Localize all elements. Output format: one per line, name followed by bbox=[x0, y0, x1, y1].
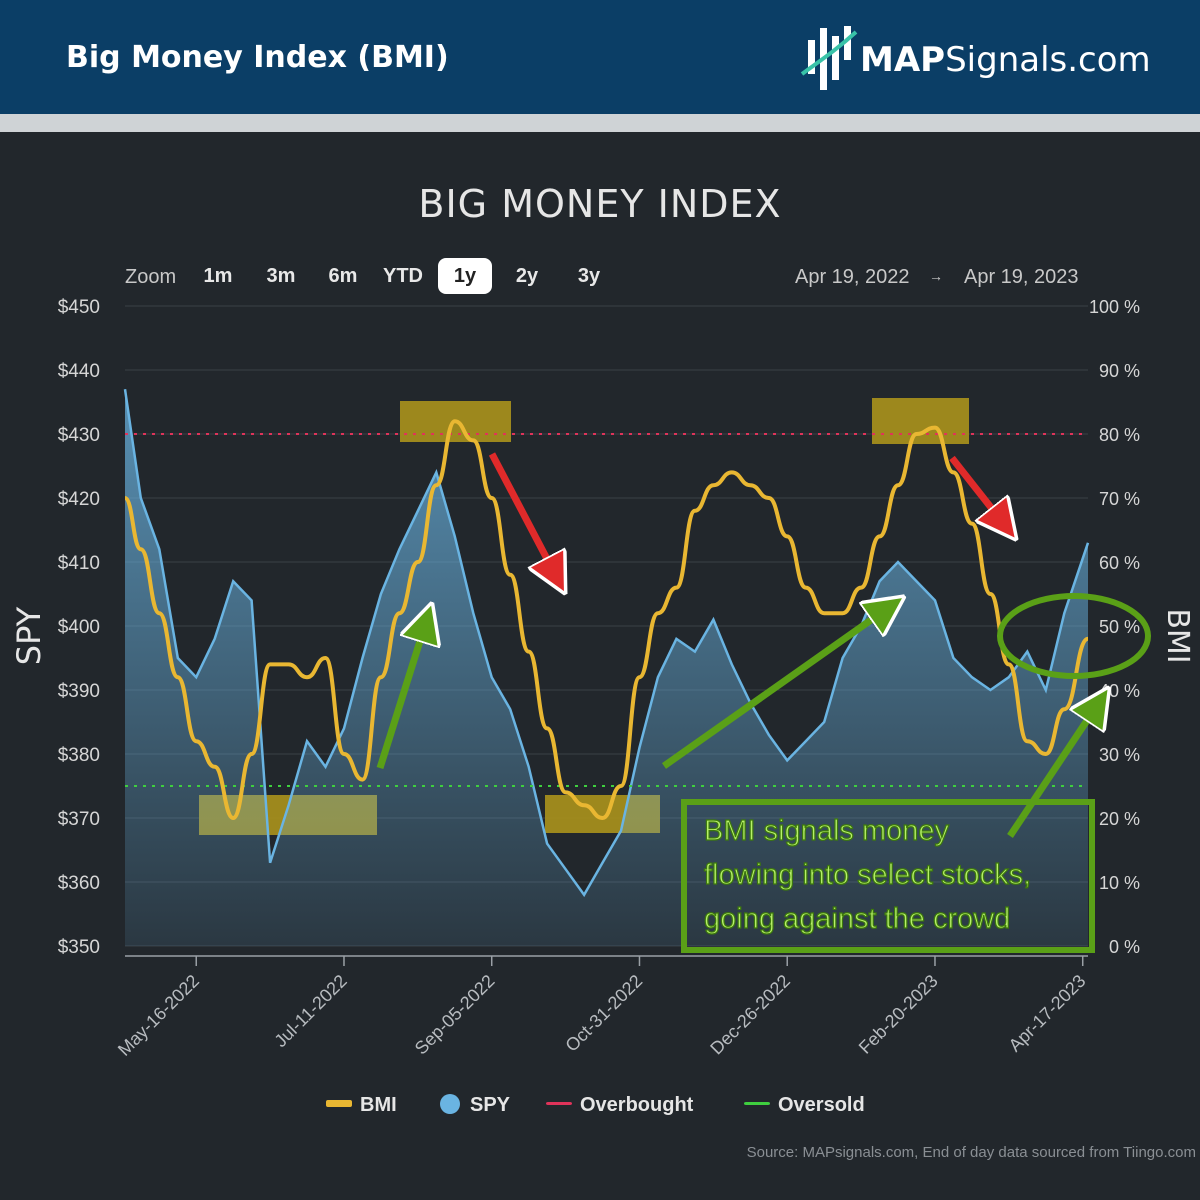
logo-bars-icon bbox=[800, 26, 858, 90]
x-tick-label: Sep-05-2022 bbox=[411, 971, 499, 1059]
bmi-line bbox=[123, 419, 1090, 820]
zoom-2y-button[interactable]: 2y bbox=[515, 265, 539, 287]
right-tick-label: 40 % bbox=[1099, 681, 1140, 701]
legend-item-oversold[interactable]: Oversold bbox=[744, 1094, 865, 1116]
legend-item-bmi[interactable]: BMI bbox=[326, 1094, 397, 1116]
left-tick-label: $450 bbox=[58, 297, 100, 318]
x-tick-label: Oct-31-2022 bbox=[561, 971, 646, 1056]
left-axis-title: SPY bbox=[10, 606, 48, 665]
mapsignals-logo: MAPSignals.com bbox=[800, 22, 1151, 98]
legend-label: Oversold bbox=[778, 1094, 865, 1116]
left-tick-label: $440 bbox=[58, 361, 100, 382]
source-note: Source: MAPsignals.com, End of day data … bbox=[746, 1144, 1196, 1161]
zoom-1m-button[interactable]: 1m bbox=[203, 265, 233, 287]
up-arrow-icon bbox=[1007, 704, 1098, 838]
x-tick-label: May-16-2022 bbox=[114, 971, 203, 1060]
up-arrow-icon bbox=[376, 622, 426, 770]
left-tick-label: $390 bbox=[58, 681, 100, 702]
x-tick-label: Dec-26-2022 bbox=[706, 971, 794, 1059]
legend-marker bbox=[546, 1102, 572, 1105]
up-arrow-icon bbox=[661, 608, 888, 769]
left-tick-label: $350 bbox=[58, 937, 100, 958]
right-tick-label: 20 % bbox=[1099, 809, 1140, 829]
legend-marker bbox=[440, 1094, 460, 1114]
x-tick-label: Feb-20-2023 bbox=[855, 971, 942, 1058]
legend-label: Overbought bbox=[580, 1094, 694, 1116]
legend-label: SPY bbox=[470, 1094, 511, 1116]
legend-item-spy[interactable]: SPY bbox=[440, 1094, 511, 1116]
left-tick-label: $380 bbox=[58, 745, 100, 766]
annotation-box bbox=[681, 799, 1095, 953]
right-tick-label: 90 % bbox=[1099, 361, 1140, 381]
left-tick-label: $410 bbox=[58, 553, 100, 574]
right-tick-label: 30 % bbox=[1099, 745, 1140, 765]
annotation-text: flowing into select stocks, bbox=[704, 859, 1031, 891]
legend-item-overbought[interactable]: Overbought bbox=[546, 1094, 694, 1116]
right-tick-label: 50 % bbox=[1099, 617, 1140, 637]
page-title: Big Money Index (BMI) bbox=[66, 40, 449, 75]
legend-marker bbox=[326, 1100, 352, 1107]
legend: BMI SPY Overbought Oversold bbox=[326, 1094, 865, 1116]
left-tick-label: $420 bbox=[58, 489, 100, 510]
down-arrow-icon bbox=[488, 452, 556, 576]
logo-wordmark: MAPSignals.com bbox=[860, 40, 1151, 80]
x-tick-label: Jul-11-2022 bbox=[270, 971, 350, 1051]
x-tick-label: Apr-17-2023 bbox=[1005, 971, 1090, 1056]
spy-line bbox=[123, 389, 1090, 898]
right-tick-label: 0 % bbox=[1109, 937, 1140, 957]
separator-band bbox=[0, 114, 1200, 132]
legend-marker bbox=[744, 1102, 770, 1105]
zoom-1y-button[interactable]: 1y bbox=[438, 258, 492, 294]
right-tick-label: 60 % bbox=[1099, 553, 1140, 573]
annotation-overlays: BMI signals money flowing into select sto… bbox=[376, 452, 1151, 953]
chart-title: BIG MONEY INDEX bbox=[418, 182, 782, 226]
chart-panel bbox=[0, 132, 1200, 1200]
right-tick-label: 100 % bbox=[1089, 297, 1140, 317]
zoom-label: Zoom bbox=[125, 266, 177, 288]
highlight-ellipse bbox=[997, 593, 1151, 679]
left-tick-label: $400 bbox=[58, 617, 100, 638]
left-tick-label: $360 bbox=[58, 873, 100, 894]
zoom-3y-button[interactable]: 3y bbox=[577, 265, 601, 287]
left-tick-label: $430 bbox=[58, 425, 100, 446]
right-tick-label: 10 % bbox=[1099, 873, 1140, 893]
right-tick-label: 80 % bbox=[1099, 425, 1140, 445]
legend-label: BMI bbox=[360, 1094, 397, 1116]
right-axis-title: BMI bbox=[1160, 608, 1195, 663]
left-tick-label: $370 bbox=[58, 809, 100, 830]
right-tick-label: 70 % bbox=[1099, 489, 1140, 509]
highlight-box bbox=[872, 398, 969, 444]
date-range-arrow-icon: → bbox=[929, 268, 943, 284]
down-arrow-icon bbox=[949, 455, 1004, 524]
zoom-6m-button[interactable]: 6m bbox=[328, 265, 358, 287]
zoom-ytd-button[interactable]: YTD bbox=[383, 265, 423, 287]
annotation-text: BMI signals money bbox=[704, 815, 949, 847]
zoom-3m-button[interactable]: 3m bbox=[266, 265, 296, 287]
annotation-text: going against the crowd bbox=[704, 903, 1010, 935]
spy-area bbox=[125, 389, 1088, 946]
date-range-from[interactable]: Apr 19, 2022 bbox=[795, 266, 910, 288]
date-range-to[interactable]: Apr 19, 2023 bbox=[964, 266, 1079, 288]
header-bar: Big Money Index (BMI) MAPSignals.com bbox=[0, 0, 1200, 114]
